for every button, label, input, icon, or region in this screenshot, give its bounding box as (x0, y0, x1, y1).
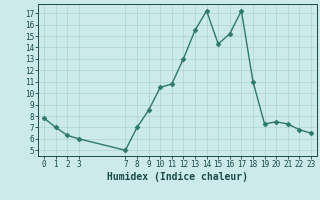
X-axis label: Humidex (Indice chaleur): Humidex (Indice chaleur) (107, 172, 248, 182)
